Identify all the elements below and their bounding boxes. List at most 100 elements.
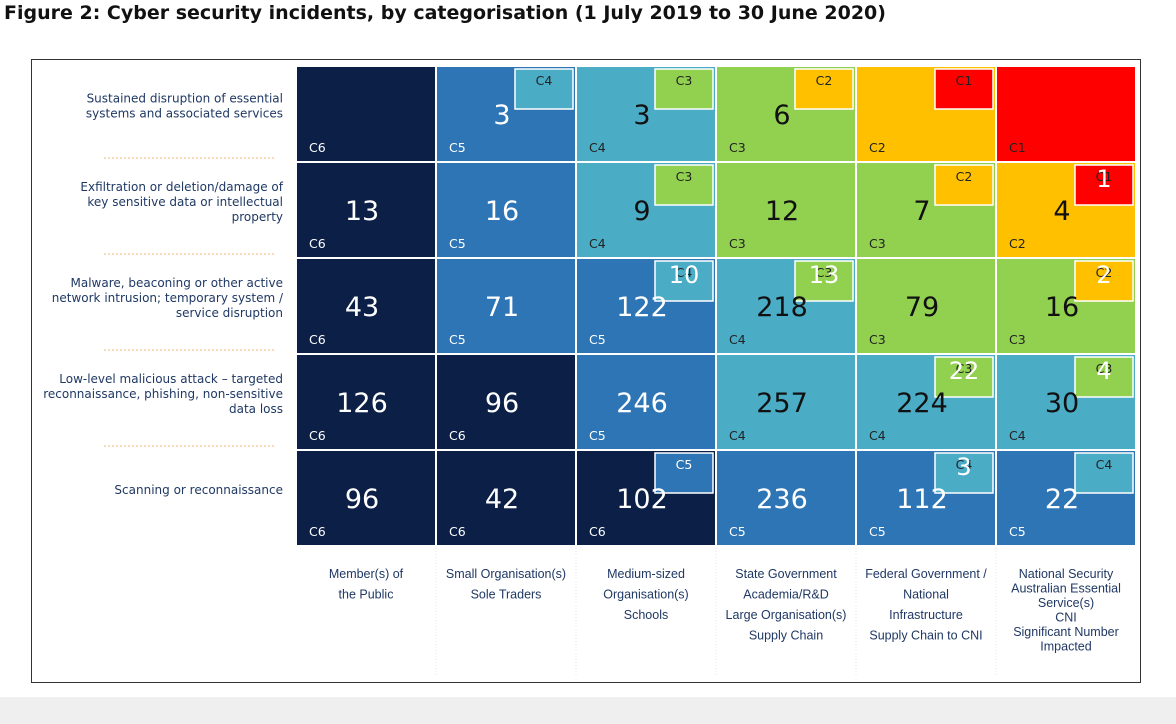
heatmap-cell [295,161,437,259]
cell-value: 3 [633,100,650,131]
heatmap-cell [435,161,577,259]
row-label: data loss [229,402,283,416]
sub-cell-category-label: C3 [816,265,833,280]
heatmap-sub-cell [654,452,714,494]
column-label: Academia/R&D [743,588,828,602]
cell-value: 43 [345,292,379,323]
column-label: Infrastructure [889,608,963,622]
cell-category-label: C3 [729,140,746,155]
row-label: reconnaissance, phishing, non-sensitive [43,387,283,401]
row-label: Malware, beaconing or other active [70,276,283,290]
cell-category-label: C5 [729,524,746,539]
row-label: service disruption [176,306,283,320]
cell-value: 42 [485,484,519,515]
cell-category-label: C5 [449,140,466,155]
cell-value: 30 [1045,388,1079,419]
cell-category-label: C5 [589,332,606,347]
column-label: Impacted [1040,640,1091,654]
column-label: Small Organisation(s) [446,567,566,581]
heatmap-sub-cell [1074,164,1134,206]
cell-category-label: C6 [309,332,326,347]
figure-title: Figure 2: Cyber security incidents, by c… [4,2,886,24]
cell-category-label: C4 [729,332,746,347]
sub-cell-value: 10 [669,261,700,289]
cell-category-label: C3 [869,236,886,251]
column-label: State Government [735,567,837,581]
cell-category-label: C1 [1009,140,1026,155]
heatmap-cell [715,353,857,451]
cell-category-label: C5 [449,332,466,347]
cell-value: 218 [756,292,808,323]
cell-category-label: C6 [309,236,326,251]
cell-category-label: C4 [589,236,606,251]
column-label: the Public [339,588,394,602]
column-label: Federal Government / [865,567,987,581]
column-label: Organisation(s) [603,588,688,602]
cell-category-label: C4 [1009,428,1026,443]
cell-value: 7 [913,196,930,227]
row-label: key sensitive data or intellectual [87,195,283,209]
sub-cell-category-label: C4 [956,457,973,472]
cell-value: 122 [616,292,668,323]
row-label: Sustained disruption of essential [87,92,283,106]
sub-cell-category-label: C1 [1096,169,1113,184]
cell-value: 6 [773,100,790,131]
column-label: Australian Essential [1011,582,1121,596]
cell-value: 112 [896,484,948,515]
heatmap-sub-cell [934,452,994,494]
heatmap-cell [435,449,577,547]
cell-category-label: C3 [869,332,886,347]
column-label: Supply Chain to CNI [869,629,982,643]
sub-cell-category-label: C3 [1096,361,1113,376]
heatmap-sub-cell [794,68,854,110]
column-label: Medium-sized [607,567,685,581]
sub-cell-value: 22 [949,357,980,385]
column-label: Significant Number [1013,625,1119,639]
sub-cell-category-label: C3 [676,73,693,88]
heatmap-sub-cell [654,260,714,302]
column-label: National [903,588,949,602]
cell-category-label: C6 [309,524,326,539]
sub-cell-category-label: C2 [816,73,833,88]
cell-category-label: C3 [729,236,746,251]
heatmap-sub-cell [794,260,854,302]
sub-cell-category-label: C1 [956,73,973,88]
heatmap-cell [435,353,577,451]
sub-cell-category-label: C2 [956,169,973,184]
heatmap-cell [435,257,577,355]
row-label: Low-level malicious attack – targeted [59,372,283,386]
sub-cell-category-label: C2 [1096,265,1113,280]
sub-cell-category-label: C4 [536,73,553,88]
sub-cell-value: 3 [956,453,971,481]
cell-value: 3 [493,100,510,131]
sub-cell-category-label: C3 [676,169,693,184]
cell-category-label: C6 [589,524,606,539]
cell-value: 257 [756,388,808,419]
heatmap-cell [715,449,857,547]
cell-category-label: C5 [449,236,466,251]
cell-value: 12 [765,196,799,227]
cell-category-label: C4 [589,140,606,155]
cell-value: 13 [345,196,379,227]
row-label: property [232,210,283,224]
cell-category-label: C2 [869,140,886,155]
sub-cell-value: 2 [1096,261,1111,289]
cell-value: 96 [345,484,379,515]
heatmap-sub-cell [1074,452,1134,494]
sub-cell-category-label: C5 [676,457,693,472]
heatmap-sub-cell [654,164,714,206]
sub-cell-value: 13 [809,261,840,289]
row-label: systems and associated services [86,107,283,121]
cell-category-label: C2 [1009,236,1026,251]
cell-value: 79 [905,292,939,323]
row-label: Scanning or reconnaissance [114,483,283,497]
cell-category-label: C6 [449,428,466,443]
cell-category-label: C6 [309,428,326,443]
cell-value: 71 [485,292,519,323]
heatmap-sub-cell [934,356,994,398]
heatmap-cell [995,65,1137,163]
cell-category-label: C5 [869,524,886,539]
cell-value: 22 [1045,484,1079,515]
cell-value: 16 [485,196,519,227]
